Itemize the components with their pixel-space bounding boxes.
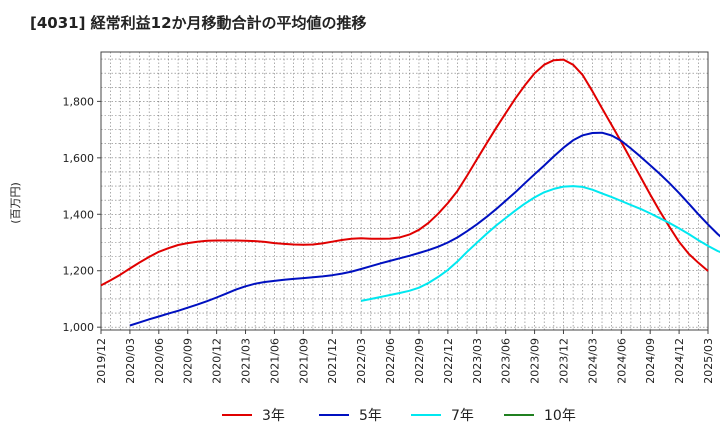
x-axis-ticks: 2019/12 2020/03 2020/06 2020/09 2020/12 2021/… bbox=[95, 330, 715, 384]
x-tick-label: 2023/06 bbox=[500, 338, 513, 384]
legend-item: 3年 bbox=[222, 404, 285, 426]
x-tick-label: 2022/09 bbox=[413, 338, 426, 384]
x-tick-label: 2025/03 bbox=[702, 338, 715, 384]
x-tick-label: 2020/03 bbox=[124, 338, 137, 384]
x-tick-label: 2024/06 bbox=[615, 338, 628, 384]
x-tick-label: 2020/12 bbox=[211, 338, 224, 384]
y-tick-label: 1,200 bbox=[63, 265, 95, 278]
legend-label: 5年 bbox=[359, 408, 382, 424]
x-tick-label: 2021/06 bbox=[268, 338, 281, 384]
y-axis-label: (百万円) bbox=[9, 182, 22, 224]
series-line-3年 bbox=[100, 58, 709, 287]
plot-frame bbox=[100, 51, 709, 331]
x-tick-label: 2024/03 bbox=[586, 338, 599, 384]
x-tick-label: 2022/03 bbox=[355, 338, 368, 384]
x-tick-label: 2024/12 bbox=[673, 338, 686, 384]
y-tick-label: 1,400 bbox=[63, 208, 95, 221]
legend-label: 10年 bbox=[544, 408, 576, 424]
legend-swatch bbox=[411, 414, 441, 416]
legend-label: 3年 bbox=[262, 408, 285, 424]
y-axis-ticks: 1,000 1,200 1,400 1,600 1,800 bbox=[63, 95, 101, 334]
x-tick-label: 2021/12 bbox=[326, 338, 339, 384]
legend-item: 10年 bbox=[504, 404, 576, 426]
y-tick-label: 1,000 bbox=[63, 321, 95, 334]
legend-swatch bbox=[222, 414, 252, 416]
x-tick-label: 2020/06 bbox=[153, 338, 166, 384]
x-tick-label: 2024/09 bbox=[644, 338, 657, 384]
x-tick-label: 2021/03 bbox=[240, 338, 253, 384]
x-tick-label: 2023/09 bbox=[529, 338, 542, 384]
y-tick-label: 1,600 bbox=[63, 152, 95, 165]
x-tick-label: 2019/12 bbox=[95, 338, 108, 384]
series-line-5年 bbox=[129, 131, 720, 327]
chart-title: [4031] 経常利益12か月移動合計の平均値の推移 bbox=[30, 14, 367, 32]
legend-item: 5年 bbox=[319, 404, 382, 426]
legend: 3年 5年 7年 10年 bbox=[0, 404, 720, 428]
legend-label: 7年 bbox=[451, 408, 474, 424]
x-tick-label: 2023/12 bbox=[557, 338, 570, 384]
x-tick-label: 2023/03 bbox=[471, 338, 484, 384]
y-tick-label: 1,800 bbox=[63, 95, 95, 108]
legend-item: 7年 bbox=[411, 404, 474, 426]
grid-lines bbox=[101, 52, 708, 330]
legend-swatch bbox=[319, 414, 349, 416]
series-lines bbox=[100, 58, 720, 327]
series-line-7年 bbox=[360, 185, 720, 302]
x-tick-label: 2021/09 bbox=[297, 338, 310, 384]
legend-swatch bbox=[504, 414, 534, 416]
x-tick-label: 2022/12 bbox=[442, 338, 455, 384]
x-tick-label: 2022/06 bbox=[384, 338, 397, 384]
x-tick-label: 2020/09 bbox=[182, 338, 195, 384]
